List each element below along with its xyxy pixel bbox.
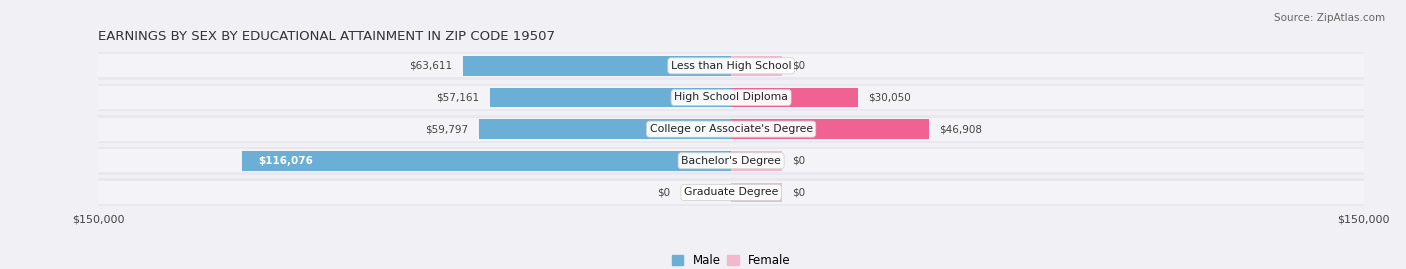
Bar bbox=[731, 151, 782, 171]
Text: $63,611: $63,611 bbox=[409, 61, 453, 71]
Text: $30,050: $30,050 bbox=[869, 93, 911, 102]
Bar bbox=[98, 181, 1364, 204]
Bar bbox=[98, 149, 1364, 172]
Bar bbox=[479, 119, 731, 139]
Text: Less than High School: Less than High School bbox=[671, 61, 792, 71]
Bar bbox=[98, 86, 1364, 109]
Bar bbox=[731, 183, 782, 202]
Bar bbox=[98, 84, 1364, 111]
Text: Source: ZipAtlas.com: Source: ZipAtlas.com bbox=[1274, 13, 1385, 23]
Legend: Male, Female: Male, Female bbox=[666, 249, 796, 269]
Text: High School Diploma: High School Diploma bbox=[675, 93, 787, 102]
Text: Graduate Degree: Graduate Degree bbox=[683, 187, 779, 197]
Bar bbox=[731, 119, 929, 139]
Bar bbox=[731, 88, 858, 107]
Bar bbox=[98, 147, 1364, 175]
Bar bbox=[491, 88, 731, 107]
Text: $0: $0 bbox=[792, 187, 806, 197]
Bar bbox=[98, 54, 1364, 77]
Text: $59,797: $59,797 bbox=[425, 124, 468, 134]
Text: College or Associate's Degree: College or Associate's Degree bbox=[650, 124, 813, 134]
Text: $116,076: $116,076 bbox=[259, 156, 314, 166]
Text: EARNINGS BY SEX BY EDUCATIONAL ATTAINMENT IN ZIP CODE 19507: EARNINGS BY SEX BY EDUCATIONAL ATTAINMEN… bbox=[98, 30, 555, 43]
Bar bbox=[731, 56, 782, 76]
Text: Bachelor's Degree: Bachelor's Degree bbox=[681, 156, 782, 166]
Bar bbox=[98, 52, 1364, 80]
Bar bbox=[98, 115, 1364, 143]
Text: $0: $0 bbox=[792, 61, 806, 71]
Text: $46,908: $46,908 bbox=[939, 124, 983, 134]
Text: $0: $0 bbox=[792, 156, 806, 166]
Bar bbox=[98, 179, 1364, 206]
Bar bbox=[242, 151, 731, 171]
Bar bbox=[463, 56, 731, 76]
Text: $57,161: $57,161 bbox=[436, 93, 479, 102]
Text: $0: $0 bbox=[657, 187, 669, 197]
Bar bbox=[98, 118, 1364, 140]
